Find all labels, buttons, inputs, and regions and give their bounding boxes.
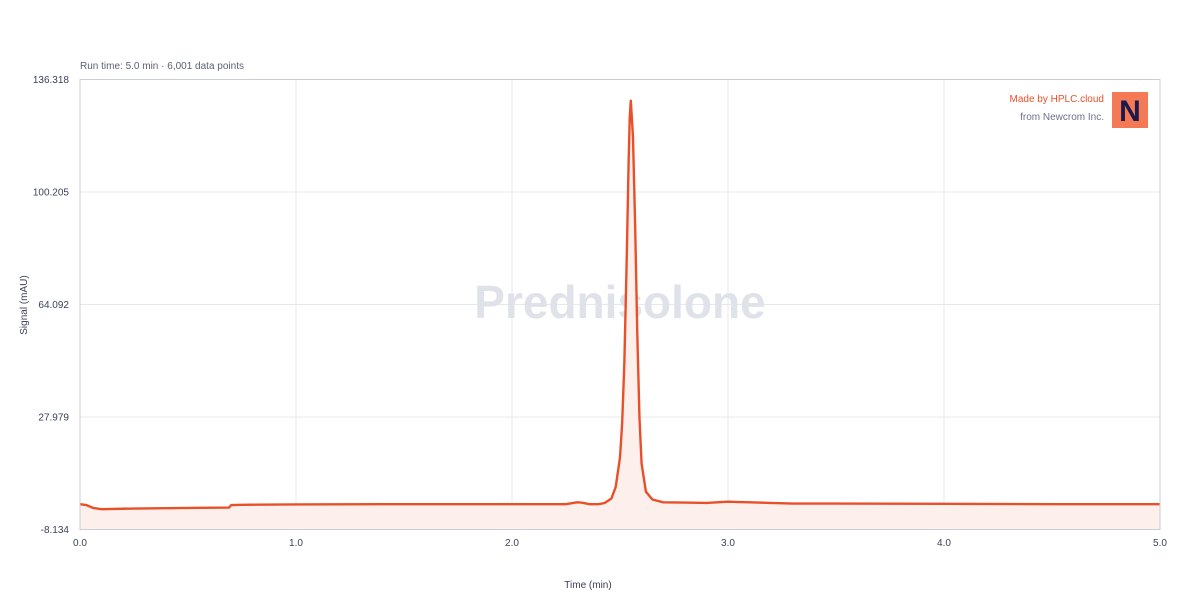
y-tick-label: 100.205 (33, 188, 70, 199)
x-tick-label: 0.0 (73, 538, 87, 549)
branding: Made by HPLC.cloud from Newcrom Inc. N (1010, 92, 1148, 128)
x-tick-label: 3.0 (721, 538, 735, 549)
y-tick-label: -8.134 (41, 525, 70, 536)
x-axis-title: Time (min) (564, 580, 611, 591)
logo-letter: N (1119, 95, 1141, 128)
y-tick-label: 64.092 (38, 300, 69, 311)
x-tick-label: 4.0 (937, 538, 951, 549)
compound-watermark: Prednisolone (474, 276, 765, 328)
y-axis-ticks: 136.318 100.205 64.092 27.979 -8.134 (33, 75, 70, 536)
brand-made-by-text: Made by HPLC.cloud (1010, 94, 1105, 105)
x-tick-label: 1.0 (289, 538, 303, 549)
chart-subtitle: Run time: 5.0 min · 6,001 data points (80, 61, 244, 72)
newcrom-logo-icon (1112, 92, 1148, 128)
y-tick-label: 27.979 (38, 413, 69, 424)
y-axis-title: Signal (mAU) (19, 275, 30, 334)
signal-trace-line (79, 99, 1160, 511)
y-tick-label: 136.318 (33, 75, 70, 86)
brand-company-text: from Newcrom Inc. (1020, 112, 1104, 123)
grid-lines (80, 79, 1160, 530)
x-tick-label: 5.0 (1153, 538, 1167, 549)
plot-frame (79, 79, 1161, 530)
x-tick-label: 2.0 (505, 538, 519, 549)
x-axis-ticks: 0.0 1.0 2.0 3.0 4.0 5.0 (73, 538, 1167, 549)
